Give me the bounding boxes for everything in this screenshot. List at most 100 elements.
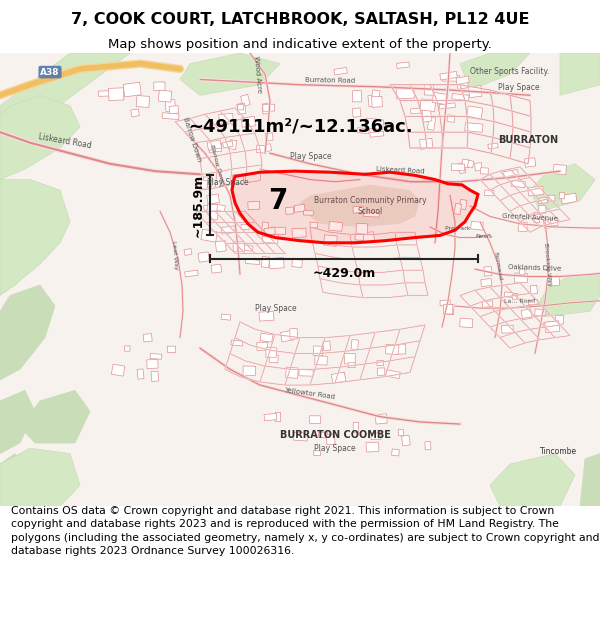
Bar bbox=[545, 321, 560, 332]
Bar bbox=[443, 304, 453, 314]
Bar bbox=[265, 133, 273, 141]
Bar bbox=[535, 309, 545, 316]
Text: BURRATON: BURRATON bbox=[498, 135, 558, 145]
Bar bbox=[440, 71, 457, 80]
Bar bbox=[534, 213, 539, 222]
Text: Leat Way: Leat Way bbox=[171, 241, 179, 270]
Bar bbox=[314, 451, 320, 456]
Bar bbox=[439, 102, 455, 109]
Bar bbox=[460, 318, 473, 328]
Bar bbox=[286, 367, 298, 378]
Bar bbox=[259, 311, 274, 321]
Bar bbox=[269, 258, 284, 269]
Bar bbox=[211, 264, 221, 273]
Bar bbox=[331, 372, 346, 383]
Bar bbox=[355, 234, 366, 241]
Text: Liskeard Road: Liskeard Road bbox=[38, 132, 92, 150]
Bar bbox=[209, 143, 216, 153]
Bar bbox=[377, 368, 385, 376]
Bar bbox=[553, 164, 566, 174]
Bar bbox=[352, 91, 361, 102]
Bar bbox=[286, 207, 294, 214]
Bar bbox=[458, 162, 466, 174]
Bar bbox=[334, 68, 347, 75]
Bar bbox=[262, 222, 269, 232]
Text: Play Space: Play Space bbox=[314, 444, 356, 454]
Bar bbox=[147, 359, 158, 369]
Bar bbox=[442, 76, 460, 81]
Bar bbox=[470, 221, 484, 230]
Bar bbox=[238, 244, 253, 251]
Bar bbox=[323, 235, 337, 246]
Bar bbox=[427, 117, 436, 131]
Bar bbox=[207, 194, 220, 204]
Bar bbox=[447, 115, 455, 122]
Bar bbox=[281, 331, 293, 342]
Bar bbox=[392, 449, 400, 456]
Polygon shape bbox=[0, 285, 55, 380]
Bar bbox=[131, 109, 139, 117]
Text: Liskeard Road: Liskeard Road bbox=[376, 166, 424, 174]
Bar bbox=[223, 141, 233, 148]
Bar bbox=[348, 362, 355, 368]
Bar bbox=[109, 88, 124, 101]
Bar bbox=[482, 301, 493, 308]
Text: Play Space: Play Space bbox=[255, 304, 296, 313]
Bar bbox=[326, 434, 335, 445]
Bar bbox=[371, 433, 381, 439]
Bar bbox=[241, 94, 250, 106]
Text: 7, COOK COURT, LATCHBROOK, SALTASH, PL12 4UE: 7, COOK COURT, LATCHBROOK, SALTASH, PL12… bbox=[71, 12, 529, 27]
Text: Other Sports Facility.: Other Sports Facility. bbox=[470, 68, 549, 76]
Bar bbox=[559, 192, 565, 199]
Bar bbox=[372, 90, 380, 99]
Bar bbox=[233, 242, 244, 251]
Bar bbox=[502, 325, 513, 333]
Bar bbox=[136, 96, 149, 108]
Bar bbox=[315, 356, 328, 365]
Bar bbox=[197, 179, 208, 189]
Bar bbox=[98, 91, 112, 96]
Polygon shape bbox=[540, 274, 600, 317]
Bar bbox=[167, 346, 176, 352]
Bar bbox=[207, 204, 217, 214]
Bar bbox=[344, 354, 355, 364]
Text: Contains OS data © Crown copyright and database right 2021. This information is : Contains OS data © Crown copyright and d… bbox=[11, 506, 599, 556]
Bar bbox=[456, 76, 469, 84]
Bar bbox=[201, 229, 217, 242]
Polygon shape bbox=[530, 164, 595, 211]
Polygon shape bbox=[0, 448, 80, 506]
Bar bbox=[539, 206, 546, 213]
Bar bbox=[137, 369, 144, 379]
Bar bbox=[198, 252, 209, 262]
Bar bbox=[184, 249, 192, 256]
Bar bbox=[262, 256, 270, 268]
Bar bbox=[457, 79, 469, 89]
Bar bbox=[256, 145, 265, 153]
Text: ~185.9m: ~185.9m bbox=[191, 174, 205, 237]
Polygon shape bbox=[560, 53, 600, 95]
Bar bbox=[504, 292, 518, 298]
Bar bbox=[396, 88, 415, 99]
Bar bbox=[319, 432, 328, 437]
Text: 7: 7 bbox=[268, 187, 287, 214]
Bar bbox=[290, 329, 298, 339]
Polygon shape bbox=[300, 185, 420, 227]
Text: Barrow Down: Barrow Down bbox=[182, 117, 202, 162]
Bar bbox=[212, 204, 225, 212]
Polygon shape bbox=[20, 391, 90, 443]
Text: BURRATON COOMBE: BURRATON COOMBE bbox=[280, 430, 391, 440]
Bar bbox=[528, 186, 544, 196]
Bar bbox=[265, 144, 272, 151]
Bar bbox=[377, 361, 383, 366]
Bar bbox=[364, 212, 379, 217]
Bar bbox=[221, 314, 231, 320]
Bar bbox=[469, 86, 482, 98]
Bar bbox=[521, 309, 532, 320]
Bar bbox=[397, 62, 409, 68]
Bar bbox=[544, 321, 556, 328]
Bar bbox=[503, 169, 518, 177]
Text: Fairmead: Fairmead bbox=[492, 251, 502, 281]
Polygon shape bbox=[0, 454, 30, 506]
Bar bbox=[353, 422, 359, 432]
Bar bbox=[299, 369, 313, 376]
